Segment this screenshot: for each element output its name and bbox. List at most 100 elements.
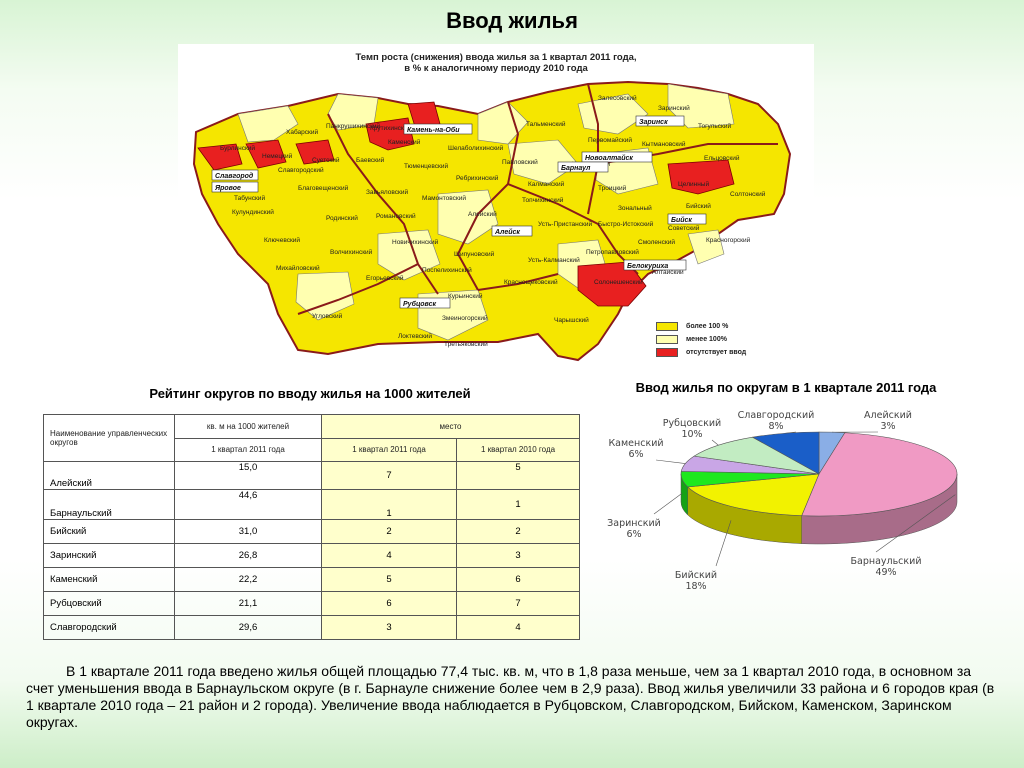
cell-place-2011: 6 — [321, 591, 457, 616]
header-place: место — [321, 414, 580, 439]
cell-place-2011: 7 — [321, 461, 457, 490]
map-title-line1: Темп роста (снижения) ввода жилья за 1 к… — [355, 52, 637, 63]
pie-label-name-4: Каменский — [608, 438, 663, 449]
cell-place-2011: 3 — [321, 615, 457, 640]
pie-leader-line-4 — [655, 459, 686, 464]
pie-label-value-1: 49% — [875, 567, 896, 578]
svg-text:Бийский: Бийский — [686, 202, 711, 210]
pie-label-name-3: Заринский — [607, 518, 661, 529]
svg-text:Чарышский: Чарышский — [554, 316, 589, 324]
pie-label-name-0: Алейский — [864, 410, 912, 421]
table-row: Заринский 26,8 4 3 — [43, 543, 580, 568]
svg-text:Новичихинский: Новичихинский — [392, 238, 439, 246]
pie-label-value-4: 6% — [628, 449, 643, 460]
legend-item-above-100: более 100 % — [656, 320, 806, 333]
table-row: Барнаульский 44,6 1 1 — [43, 489, 580, 520]
summary-paragraph: В 1 квартале 2011 года введено жилья общ… — [26, 663, 998, 731]
pie-leader-line-5 — [711, 439, 719, 446]
svg-text:Тальменский: Тальменский — [526, 120, 566, 128]
svg-text:Угловский: Угловский — [312, 312, 343, 320]
cell-place-2010: 1 — [456, 489, 580, 520]
table-header-row: Наименование управленческих округов кв. … — [43, 414, 580, 462]
svg-text:Троицкий: Троицкий — [598, 184, 627, 192]
svg-text:Локтевский: Локтевский — [398, 332, 432, 340]
pie-leader-line-3 — [653, 493, 683, 515]
svg-text:Первомайский: Первомайский — [588, 136, 632, 144]
svg-text:Волчихинский: Волчихинский — [330, 248, 373, 256]
map-title-line2: в % к аналогичному периоду 2010 года — [404, 63, 588, 74]
cell-place-2011: 5 — [321, 567, 457, 592]
table-row: Славгородский 29,6 3 4 — [43, 615, 580, 640]
svg-text:Рубцовск: Рубцовск — [403, 300, 436, 308]
cell-name: Бийский — [43, 519, 175, 544]
svg-text:Тогульский: Тогульский — [698, 122, 731, 130]
table-row: Алейский 15,0 7 5 — [43, 461, 580, 490]
svg-text:Петропавловский: Петропавловский — [586, 248, 639, 256]
svg-text:Красногорский: Красногорский — [706, 236, 751, 244]
svg-text:Родинский: Родинский — [326, 214, 358, 222]
svg-text:Третьяковский: Третьяковский — [444, 340, 488, 348]
svg-text:Усть-Калманский: Усть-Калманский — [528, 256, 580, 264]
cell-place-2010: 2 — [456, 519, 580, 544]
cell-name: Барнаульский — [43, 489, 175, 520]
cell-name: Рубцовский — [43, 591, 175, 616]
pie-slice-1 — [801, 432, 958, 517]
svg-text:Каменский: Каменский — [388, 138, 421, 146]
rating-title: Рейтинг округов по вводу жилья на 1000 ж… — [149, 386, 471, 401]
svg-text:Бурлинский: Бурлинский — [220, 144, 255, 152]
cell-value: 26,8 — [174, 543, 322, 568]
cell-value: 15,0 — [174, 461, 322, 490]
header-place-2011: 1 квартал 2011 года — [321, 437, 457, 462]
svg-text:Кулундинский: Кулундинский — [232, 208, 274, 216]
svg-text:Калманский: Калманский — [528, 180, 565, 188]
legend-swatch — [656, 348, 678, 357]
svg-text:Романовский: Романовский — [376, 212, 416, 220]
cell-value: 21,1 — [174, 591, 322, 616]
svg-text:Крутихинский: Крутихинский — [370, 124, 411, 132]
svg-text:Солтонский: Солтонский — [730, 190, 766, 198]
svg-text:Солонешенский: Солонешенский — [594, 278, 643, 286]
cell-value: 31,0 — [174, 519, 322, 544]
svg-text:Славгород: Славгород — [215, 172, 254, 180]
header-name: Наименование управленческих округов — [43, 414, 175, 462]
svg-text:Славгородский: Славгородский — [278, 166, 324, 174]
pie-label-value-0: 3% — [880, 421, 895, 432]
svg-text:Мамонтовский: Мамонтовский — [422, 194, 466, 202]
pie-label-value-6: 8% — [768, 421, 783, 432]
cell-value: 29,6 — [174, 615, 322, 640]
red-areas — [197, 101, 735, 307]
svg-text:Егорьевский: Егорьевский — [366, 274, 404, 282]
svg-text:Змеиногорский: Змеиногорский — [442, 314, 488, 322]
header-value: кв. м на 1000 жителей — [174, 414, 322, 439]
legend-item-no-input: отсутствует ввод — [656, 346, 806, 359]
pie-leader-line-2 — [715, 520, 732, 567]
pie-label-name-2: Бийский — [675, 570, 717, 581]
svg-text:Барнаул: Барнаул — [561, 165, 591, 172]
pie-label-name-6: Славгородский — [738, 410, 815, 421]
svg-text:Алейск: Алейск — [494, 228, 520, 236]
svg-text:Михайловский: Михайловский — [276, 264, 320, 272]
cell-value: 44,6 — [174, 489, 322, 520]
map-legend: более 100 % менее 100% отсутствует ввод — [656, 320, 806, 359]
svg-text:Немецкий: Немецкий — [262, 152, 293, 160]
svg-text:Топчихинский: Топчихинский — [522, 196, 564, 204]
svg-text:Завьяловский: Завьяловский — [366, 188, 408, 196]
map-svg: Крутихинский Панкрушихинский Хабарский Б… — [192, 80, 792, 362]
page-title: Ввод жилья — [446, 8, 578, 33]
svg-text:Заринск: Заринск — [639, 119, 668, 126]
region-map: Крутихинский Панкрушихинский Хабарский Б… — [178, 44, 814, 364]
svg-text:Краснощековский: Краснощековский — [504, 278, 558, 286]
cell-name: Каменский — [43, 567, 175, 592]
cell-place-2010: 5 — [456, 461, 580, 490]
cell-place-2010: 4 — [456, 615, 580, 640]
svg-text:Поспелихинский: Поспелихинский — [422, 266, 472, 274]
svg-text:Панкрушихинский: Панкрушихинский — [326, 122, 381, 130]
pie-label-value-5: 10% — [681, 429, 702, 440]
svg-text:Табунский: Табунский — [234, 194, 265, 202]
city-labels: Камень-на-Оби Славгород Яровое Новоалтай… — [211, 115, 707, 309]
svg-text:Кытмановский: Кытмановский — [642, 140, 686, 148]
svg-text:Баевский: Баевский — [356, 156, 385, 164]
svg-text:Благовещенский: Благовещенский — [298, 184, 349, 192]
summary-text: В 1 квартале 2011 года введено жилья общ… — [26, 663, 995, 730]
